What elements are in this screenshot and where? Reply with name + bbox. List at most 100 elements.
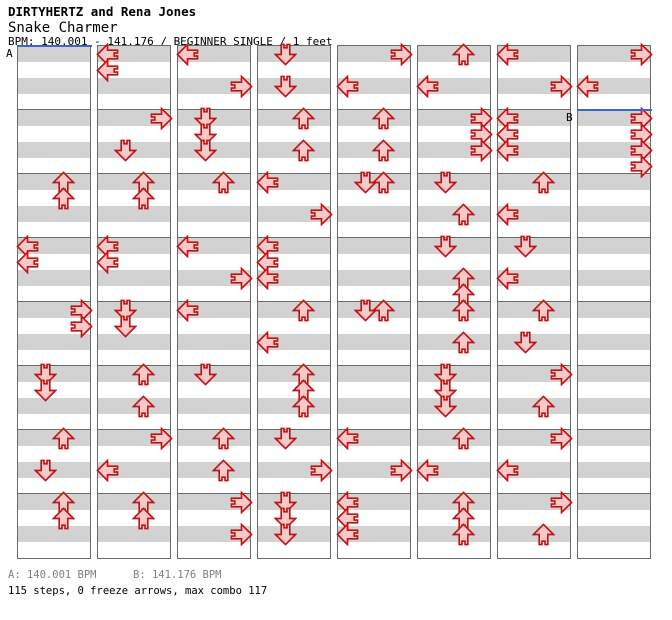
arrow-left-icon bbox=[495, 458, 519, 482]
arrow-right-icon bbox=[230, 490, 253, 514]
arrow-down-icon bbox=[433, 235, 457, 258]
bpm-marker-label-a: A bbox=[6, 46, 13, 60]
measure-line bbox=[257, 172, 330, 175]
arrow-right-icon bbox=[390, 42, 413, 66]
arrow-down-icon bbox=[193, 363, 217, 386]
arrow-down-icon bbox=[433, 379, 457, 402]
footer-bpm-b: B: 141.176 BPM bbox=[133, 569, 222, 581]
measure-line bbox=[177, 492, 250, 495]
arrow-down-icon bbox=[33, 379, 57, 402]
measure-line bbox=[177, 108, 250, 111]
arrow-up-icon bbox=[371, 170, 395, 194]
arrow-up-icon bbox=[51, 426, 75, 450]
measure-line bbox=[17, 108, 90, 111]
measure-line bbox=[497, 364, 570, 367]
arrow-up-icon bbox=[531, 522, 555, 546]
arrow-down-icon bbox=[273, 523, 297, 546]
arrow-left-icon bbox=[335, 426, 359, 450]
measure-line bbox=[97, 300, 170, 303]
measure-line bbox=[177, 172, 250, 175]
song-title: Snake Charmer bbox=[8, 20, 118, 36]
arrow-left-icon bbox=[495, 266, 519, 290]
footer-bpm-a: A: 140.001 BPM bbox=[8, 569, 97, 581]
measure-line bbox=[417, 364, 490, 367]
measure-line bbox=[97, 236, 170, 239]
arrow-up-icon bbox=[291, 138, 315, 162]
arrow-down-icon bbox=[113, 299, 137, 322]
measure-line bbox=[257, 428, 330, 431]
arrow-right-icon bbox=[550, 426, 573, 450]
arrow-down-icon bbox=[193, 139, 217, 162]
arrow-up-icon bbox=[371, 106, 395, 130]
arrow-down-icon bbox=[33, 459, 57, 482]
arrow-down-icon bbox=[353, 171, 377, 194]
measure-line bbox=[417, 108, 490, 111]
measure-line bbox=[17, 236, 90, 239]
measure-line bbox=[97, 108, 170, 111]
arrow-left-icon bbox=[95, 42, 119, 66]
bpm-marker-line-a bbox=[16, 44, 92, 47]
arrow-right-icon bbox=[630, 42, 653, 66]
arrow-up-icon bbox=[531, 394, 555, 418]
arrow-down-icon bbox=[273, 427, 297, 450]
measure-line bbox=[177, 428, 250, 431]
measure-line bbox=[17, 492, 90, 495]
measure-line bbox=[257, 236, 330, 239]
measure-line bbox=[497, 492, 570, 495]
arrow-right-icon bbox=[550, 490, 573, 514]
measure-line bbox=[177, 364, 250, 367]
arrow-up-icon bbox=[291, 106, 315, 130]
measure-line bbox=[257, 300, 330, 303]
arrow-up-icon bbox=[371, 138, 395, 162]
arrow-right-icon bbox=[150, 106, 173, 130]
arrow-left-icon bbox=[335, 74, 359, 98]
measure-line bbox=[257, 108, 330, 111]
measure-line bbox=[577, 236, 650, 239]
measure-line bbox=[97, 172, 170, 175]
measure-line bbox=[337, 108, 410, 111]
arrow-up-icon bbox=[451, 298, 475, 322]
arrow-up-icon bbox=[291, 394, 315, 418]
arrow-left-icon bbox=[415, 458, 439, 482]
measure-line bbox=[497, 172, 570, 175]
arrow-left-icon bbox=[495, 106, 519, 130]
arrow-left-icon bbox=[255, 234, 279, 258]
arrow-left-icon bbox=[15, 234, 39, 258]
measure-line bbox=[417, 300, 490, 303]
arrow-down-icon bbox=[113, 139, 137, 162]
arrow-down-icon bbox=[513, 331, 537, 354]
arrow-up-icon bbox=[531, 298, 555, 322]
arrow-left-icon bbox=[575, 74, 599, 98]
measure-line bbox=[337, 172, 410, 175]
arrow-down-icon bbox=[113, 315, 137, 338]
measure-line bbox=[17, 428, 90, 431]
arrow-left-icon bbox=[95, 250, 119, 274]
arrow-up-icon bbox=[371, 298, 395, 322]
arrow-up-icon bbox=[451, 202, 475, 226]
arrow-right-icon bbox=[310, 458, 333, 482]
arrow-right-icon bbox=[310, 202, 333, 226]
arrow-up-icon bbox=[211, 458, 235, 482]
arrow-down-icon bbox=[193, 123, 217, 146]
arrow-left-icon bbox=[415, 74, 439, 98]
bpm-marker-label-b: B bbox=[566, 110, 573, 124]
arrow-up-icon bbox=[451, 426, 475, 450]
arrow-left-icon bbox=[255, 170, 279, 194]
arrow-up-icon bbox=[211, 170, 235, 194]
measure-line bbox=[577, 300, 650, 303]
measure-line bbox=[17, 300, 90, 303]
arrow-up-icon bbox=[131, 362, 155, 386]
arrow-down-icon bbox=[273, 507, 297, 530]
measure-line bbox=[417, 172, 490, 175]
arrow-right-icon bbox=[230, 74, 253, 98]
arrow-up-icon bbox=[451, 42, 475, 66]
arrow-right-icon bbox=[550, 74, 573, 98]
arrow-down-icon bbox=[433, 171, 457, 194]
arrow-left-icon bbox=[15, 250, 39, 274]
arrow-left-icon bbox=[495, 202, 519, 226]
arrow-down-icon bbox=[353, 299, 377, 322]
arrow-right-icon bbox=[150, 426, 173, 450]
arrow-up-icon bbox=[211, 426, 235, 450]
